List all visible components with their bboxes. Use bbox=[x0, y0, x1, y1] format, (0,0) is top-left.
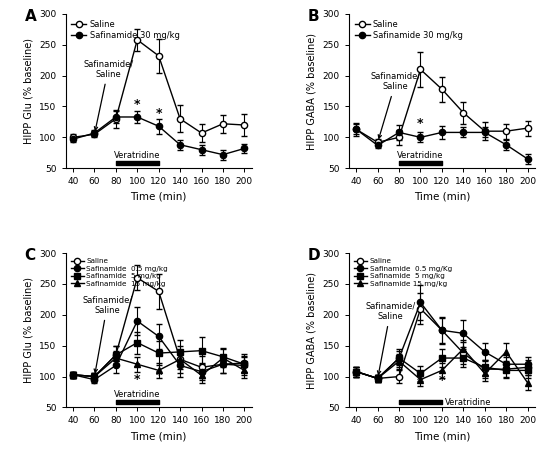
Text: A: A bbox=[25, 9, 36, 24]
Text: *: * bbox=[134, 374, 140, 387]
Text: Safinamide/
Saline: Safinamide/ Saline bbox=[82, 295, 133, 372]
X-axis label: Time (min): Time (min) bbox=[414, 431, 470, 441]
Y-axis label: HIPP Glu (% baseline): HIPP Glu (% baseline) bbox=[23, 38, 34, 144]
X-axis label: Time (min): Time (min) bbox=[130, 431, 187, 441]
Text: B: B bbox=[308, 9, 319, 24]
Legend: Saline, Safinamide 30 mg/kg: Saline, Safinamide 30 mg/kg bbox=[353, 18, 465, 42]
X-axis label: Time (min): Time (min) bbox=[414, 192, 470, 202]
Text: C: C bbox=[25, 249, 35, 263]
Text: Safinamide/
Saline: Safinamide/ Saline bbox=[371, 72, 421, 138]
Text: Safinamide/
Saline: Safinamide/ Saline bbox=[83, 59, 133, 130]
Text: *: * bbox=[134, 361, 140, 374]
Text: Safinamide/
Saline: Safinamide/ Saline bbox=[365, 301, 416, 374]
X-axis label: Time (min): Time (min) bbox=[130, 192, 187, 202]
Text: *: * bbox=[134, 98, 140, 111]
Text: Veratridine: Veratridine bbox=[397, 150, 444, 160]
Text: *: * bbox=[417, 117, 424, 130]
Legend: Saline, Safinamide  0.5 mg/Kg, Safinamide  5 mg/kg, Safinamide 15 mg/kg: Saline, Safinamide 0.5 mg/Kg, Safinamide… bbox=[352, 257, 453, 288]
Text: *: * bbox=[417, 374, 424, 387]
Legend: Saline, Safinamide  0.5 mg/kg, Safinamide  5 mg/kg, Safinamide  15 mg/kg: Saline, Safinamide 0.5 mg/kg, Safinamide… bbox=[69, 257, 170, 288]
Text: *: * bbox=[156, 369, 162, 382]
Y-axis label: HIPP GABA (% baseline): HIPP GABA (% baseline) bbox=[307, 32, 317, 150]
Y-axis label: HIPP GABA (% baseline): HIPP GABA (% baseline) bbox=[307, 272, 317, 389]
Text: Veratridine: Veratridine bbox=[445, 398, 491, 407]
Legend: Saline, Safinamide 30 mg/kg: Saline, Safinamide 30 mg/kg bbox=[70, 18, 181, 42]
Text: D: D bbox=[308, 249, 321, 263]
Text: *: * bbox=[156, 107, 162, 120]
Text: *: * bbox=[438, 374, 445, 387]
Y-axis label: HIPP Glu (% baseline): HIPP Glu (% baseline) bbox=[23, 277, 34, 383]
Text: Veratridine: Veratridine bbox=[114, 390, 161, 399]
Text: Veratridine: Veratridine bbox=[114, 150, 161, 160]
